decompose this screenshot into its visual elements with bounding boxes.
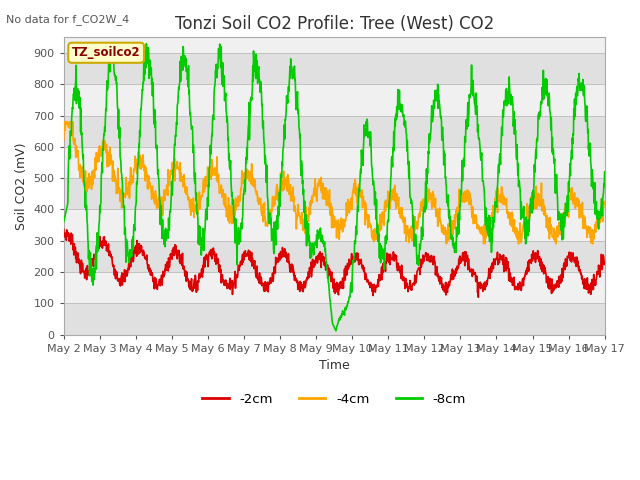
Bar — [64, 53, 605, 84]
Bar — [64, 147, 605, 178]
Legend: -2cm, -4cm, -8cm: -2cm, -4cm, -8cm — [197, 387, 472, 411]
Bar — [64, 209, 605, 240]
Bar — [64, 272, 605, 303]
Bar — [64, 178, 605, 209]
Title: Tonzi Soil CO2 Profile: Tree (West) CO2: Tonzi Soil CO2 Profile: Tree (West) CO2 — [175, 15, 494, 33]
Text: No data for f_CO2W_4: No data for f_CO2W_4 — [6, 14, 130, 25]
Bar — [64, 240, 605, 272]
Bar — [64, 303, 605, 335]
Bar — [64, 116, 605, 147]
Y-axis label: Soil CO2 (mV): Soil CO2 (mV) — [15, 142, 28, 229]
X-axis label: Time: Time — [319, 359, 349, 372]
Text: TZ_soilco2: TZ_soilco2 — [72, 46, 140, 59]
Bar — [64, 84, 605, 116]
